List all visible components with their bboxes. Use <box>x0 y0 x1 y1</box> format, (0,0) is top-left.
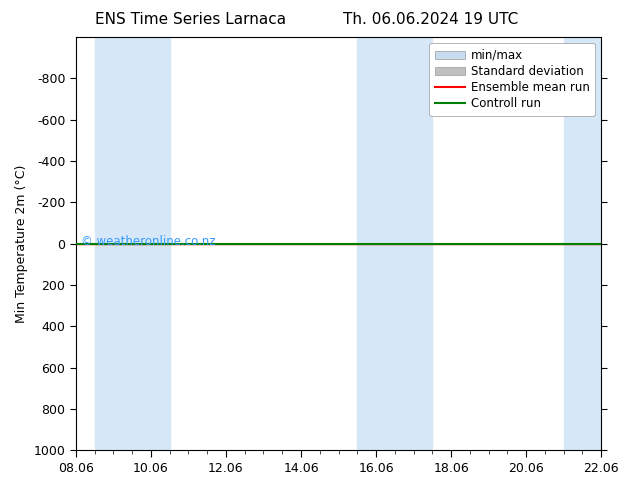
Bar <box>564 37 601 450</box>
Text: ENS Time Series Larnaca: ENS Time Series Larnaca <box>94 12 286 27</box>
Legend: min/max, Standard deviation, Ensemble mean run, Controll run: min/max, Standard deviation, Ensemble me… <box>429 43 595 116</box>
Bar <box>358 37 395 450</box>
Text: Th. 06.06.2024 19 UTC: Th. 06.06.2024 19 UTC <box>344 12 519 27</box>
Bar <box>395 37 432 450</box>
Bar <box>94 37 132 450</box>
Bar <box>132 37 170 450</box>
Text: © weatheronline.co.nz: © weatheronline.co.nz <box>81 235 216 248</box>
Y-axis label: Min Temperature 2m (°C): Min Temperature 2m (°C) <box>15 165 28 323</box>
